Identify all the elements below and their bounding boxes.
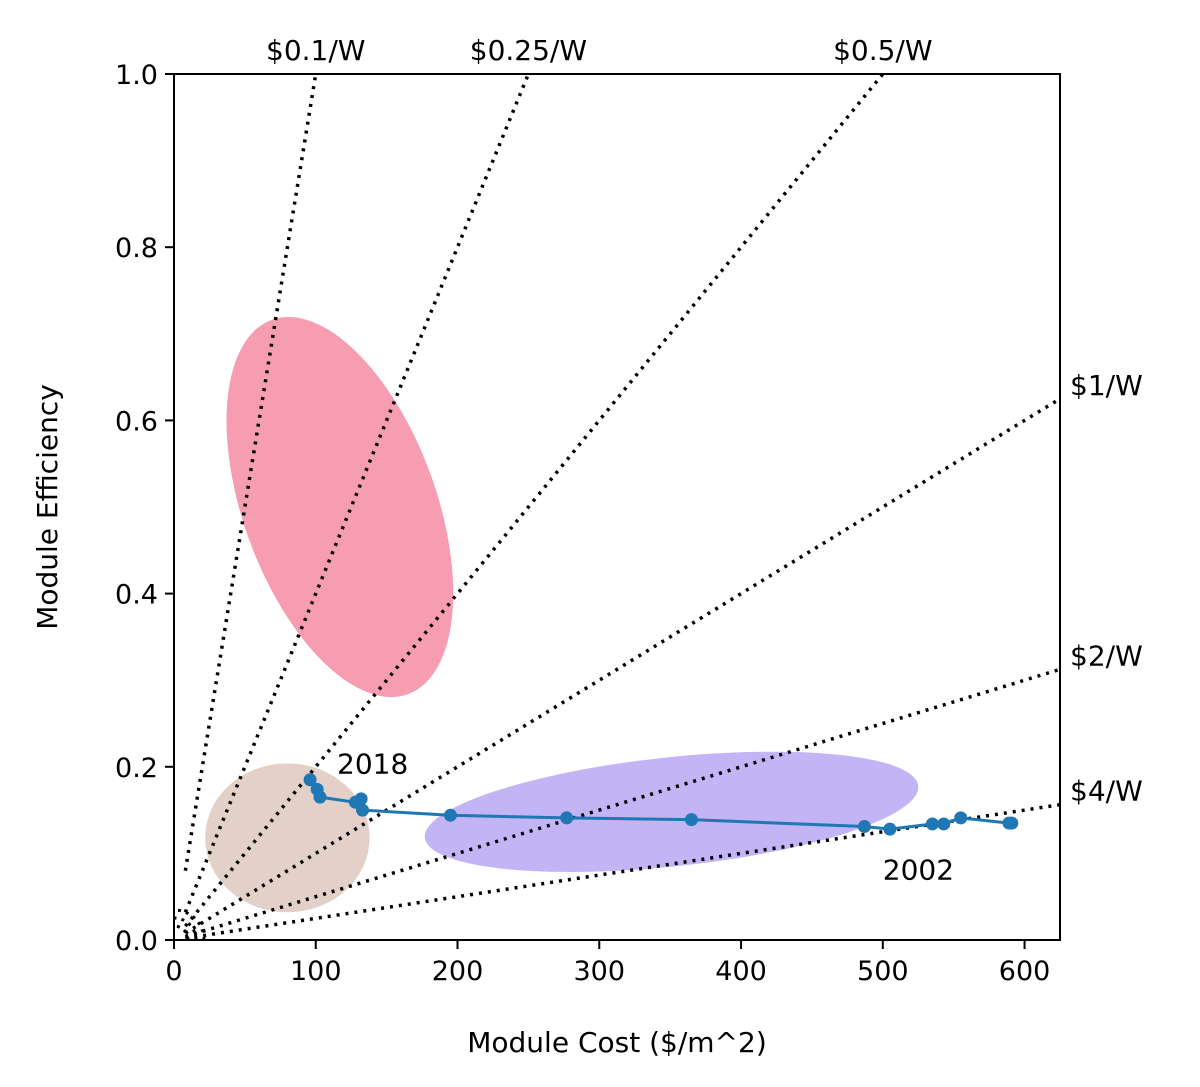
x-tick-label: 400 <box>715 956 767 987</box>
y-tick-label: 0.8 <box>115 233 158 264</box>
plot-frame <box>173 73 1061 941</box>
x-axis-label: Module Cost ($/m^2) <box>467 1026 767 1059</box>
origin-arc <box>174 908 206 940</box>
iso-cost-line <box>183 74 885 928</box>
x-tick-label: 100 <box>290 956 342 987</box>
data-point <box>348 795 362 809</box>
origin-arc <box>174 924 190 940</box>
iso-cost-label: $2/W <box>1070 639 1143 672</box>
tan-region <box>205 763 370 913</box>
data-point <box>925 817 939 831</box>
x-tick-label: 300 <box>574 956 626 987</box>
x-tick-label: 500 <box>857 956 909 987</box>
y-tick-label: 0.4 <box>115 580 158 611</box>
purple-region <box>424 751 919 872</box>
data-point <box>937 817 951 831</box>
data-point <box>684 813 698 827</box>
data-point <box>883 822 897 836</box>
data-point <box>560 811 574 825</box>
origin-arc <box>174 916 198 940</box>
y-tick-label: 0.0 <box>115 926 158 957</box>
data-point <box>303 773 317 787</box>
data-point <box>310 782 324 796</box>
x-tick-label: 200 <box>432 956 484 987</box>
data-point <box>1002 816 1016 830</box>
annotation-label: 2002 <box>883 853 954 886</box>
x-tick-label: 600 <box>999 956 1051 987</box>
iso-cost-label: $0.25/W <box>470 34 587 67</box>
data-point <box>857 820 871 834</box>
y-tick-label: 0.2 <box>115 753 158 784</box>
y-axis-label: Module Efficiency <box>31 384 64 630</box>
iso-cost-line <box>183 74 531 913</box>
y-tick-label: 0.6 <box>115 406 158 437</box>
red-region <box>226 316 454 698</box>
y-tick-label: 1.0 <box>115 60 158 91</box>
x-tick-label: 0 <box>165 956 182 987</box>
iso-cost-label: $0.1/W <box>266 34 365 67</box>
data-point <box>443 808 457 822</box>
iso-cost-label: $0.5/W <box>833 34 932 67</box>
iso-cost-label: $4/W <box>1070 775 1143 808</box>
series-line <box>308 778 1012 831</box>
iso-cost-line <box>185 802 1060 940</box>
data-point <box>954 811 968 825</box>
annotation-label: 2018 <box>337 748 408 781</box>
iso-cost-label: $1/W <box>1070 369 1143 402</box>
